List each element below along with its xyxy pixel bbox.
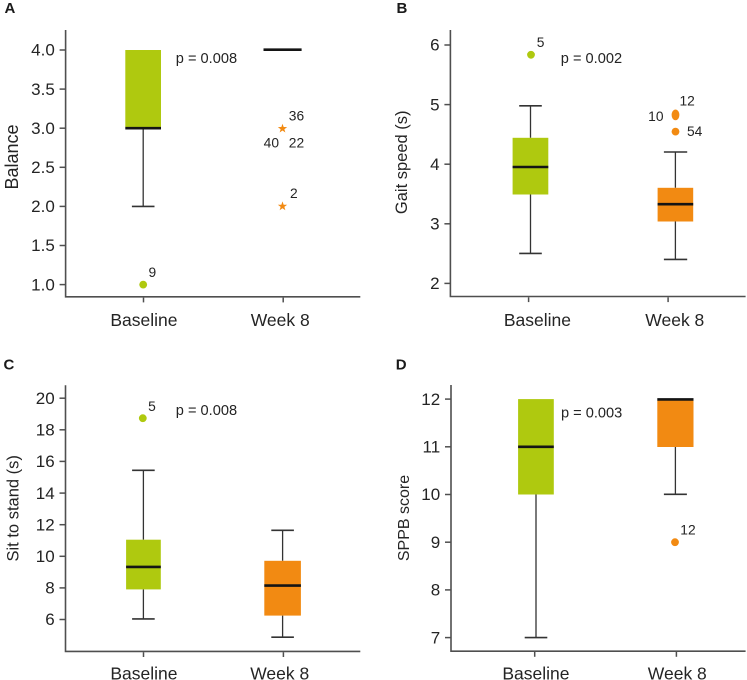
svg-text:6: 6 bbox=[45, 610, 54, 629]
svg-text:Week 8: Week 8 bbox=[648, 664, 707, 680]
svg-text:5: 5 bbox=[537, 35, 545, 50]
svg-text:2: 2 bbox=[430, 274, 439, 293]
svg-text:10: 10 bbox=[421, 485, 440, 504]
svg-text:B: B bbox=[397, 0, 408, 17]
svg-text:Sit to stand (s): Sit to stand (s) bbox=[5, 455, 23, 561]
svg-text:Gait speed (s): Gait speed (s) bbox=[393, 110, 411, 214]
svg-text:5: 5 bbox=[148, 399, 156, 414]
svg-text:11: 11 bbox=[423, 438, 441, 457]
svg-text:2.5: 2.5 bbox=[31, 158, 55, 177]
svg-text:1.5: 1.5 bbox=[31, 236, 55, 255]
svg-text:4.0: 4.0 bbox=[31, 41, 55, 60]
svg-text:36: 36 bbox=[289, 109, 305, 124]
svg-text:12: 12 bbox=[421, 390, 440, 409]
svg-text:4: 4 bbox=[430, 155, 439, 174]
svg-text:Balance: Balance bbox=[2, 124, 22, 189]
svg-text:8: 8 bbox=[45, 579, 54, 598]
svg-text:p = 0.008: p = 0.008 bbox=[176, 51, 237, 67]
svg-text:Week 8: Week 8 bbox=[251, 310, 310, 330]
svg-text:14: 14 bbox=[36, 484, 55, 503]
svg-text:p = 0.002: p = 0.002 bbox=[561, 51, 622, 67]
svg-text:SPPB score: SPPB score bbox=[396, 475, 413, 561]
svg-text:7: 7 bbox=[431, 628, 440, 647]
svg-text:Week 8: Week 8 bbox=[250, 664, 309, 680]
svg-text:Baseline: Baseline bbox=[110, 664, 177, 680]
svg-text:5: 5 bbox=[430, 95, 439, 114]
svg-text:Week 8: Week 8 bbox=[645, 310, 704, 330]
svg-text:54: 54 bbox=[687, 124, 703, 139]
svg-text:C: C bbox=[4, 357, 15, 374]
svg-text:40: 40 bbox=[264, 135, 280, 150]
svg-text:6: 6 bbox=[430, 36, 439, 55]
svg-text:10: 10 bbox=[648, 109, 664, 124]
svg-text:3: 3 bbox=[430, 215, 439, 234]
svg-text:1.0: 1.0 bbox=[31, 275, 55, 294]
svg-text:Baseline: Baseline bbox=[504, 310, 571, 330]
svg-text:16: 16 bbox=[36, 452, 55, 471]
svg-text:3.5: 3.5 bbox=[31, 80, 55, 99]
svg-text:18: 18 bbox=[36, 421, 55, 440]
svg-text:A: A bbox=[5, 0, 16, 17]
svg-text:8: 8 bbox=[431, 581, 440, 600]
svg-text:p = 0.008: p = 0.008 bbox=[176, 403, 237, 419]
svg-text:12: 12 bbox=[680, 523, 695, 538]
svg-text:2: 2 bbox=[290, 186, 298, 201]
svg-text:Baseline: Baseline bbox=[502, 664, 569, 680]
svg-text:22: 22 bbox=[289, 135, 304, 150]
svg-text:Baseline: Baseline bbox=[110, 310, 177, 330]
svg-text:20: 20 bbox=[36, 389, 55, 408]
svg-text:p = 0.003: p = 0.003 bbox=[561, 406, 622, 422]
svg-text:10: 10 bbox=[36, 547, 55, 566]
svg-text:9: 9 bbox=[149, 265, 157, 280]
svg-text:12: 12 bbox=[680, 94, 695, 109]
svg-text:3.0: 3.0 bbox=[31, 119, 55, 138]
svg-text:12: 12 bbox=[36, 515, 55, 534]
svg-text:9: 9 bbox=[431, 533, 440, 552]
svg-text:2.0: 2.0 bbox=[31, 197, 55, 216]
svg-text:D: D bbox=[396, 357, 407, 374]
